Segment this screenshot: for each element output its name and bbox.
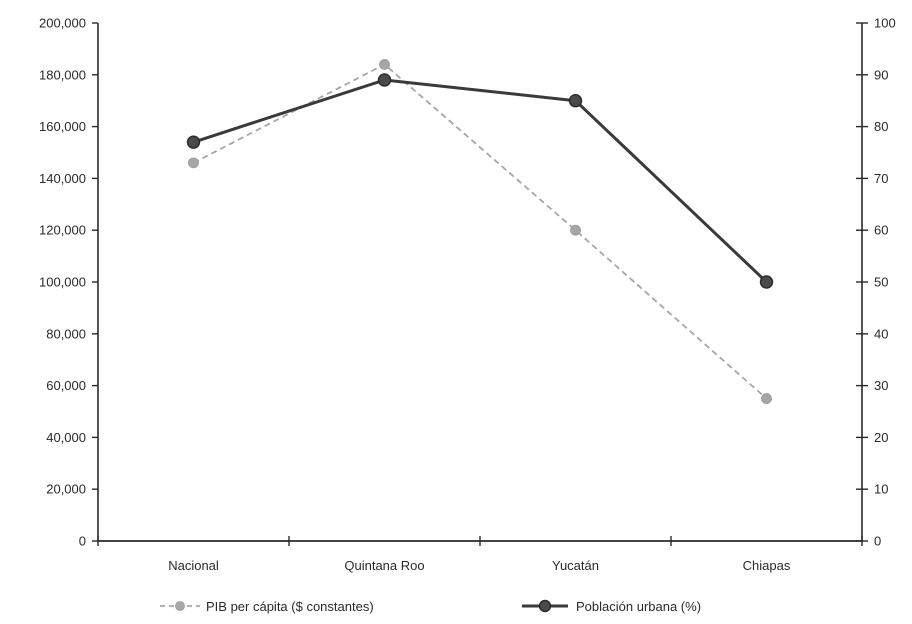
legend: PIB per cápita ($ constantes) Población … xyxy=(160,599,701,614)
data-point xyxy=(570,224,581,236)
right-tick-label: 80 xyxy=(874,119,888,134)
category-label: Chiapas xyxy=(743,558,791,573)
right-tick-label: 50 xyxy=(874,275,888,290)
right-tick-label: 30 xyxy=(874,378,888,393)
left-tick-label: 160,000 xyxy=(39,119,86,134)
legend-item-pib: PIB per cápita ($ constantes) xyxy=(160,599,374,614)
right-tick-label: 100 xyxy=(874,16,896,31)
legend-label-pib: PIB per cápita ($ constantes) xyxy=(206,599,374,614)
data-point xyxy=(379,59,390,70)
series-line xyxy=(193,63,768,400)
left-tick-label: 180,000 xyxy=(39,67,86,82)
series-layer xyxy=(186,59,774,404)
left-tick-label: 40,000 xyxy=(46,430,86,445)
left-tick-label: 0 xyxy=(79,534,86,549)
legend-marker-poblacion xyxy=(538,599,552,613)
data-point xyxy=(761,393,772,404)
left-tick-label: 60,000 xyxy=(46,378,86,393)
left-tick-label: 20,000 xyxy=(46,482,86,497)
data-point xyxy=(186,135,201,149)
category-label: Yucatán xyxy=(552,558,599,573)
data-point xyxy=(188,157,199,169)
series-line xyxy=(193,78,768,284)
legend-label-poblacion: Población urbana (%) xyxy=(576,599,701,614)
legend-marker-pib xyxy=(175,601,185,611)
left-y-axis: 0 20,000 40,000 60,000 80,000 100,000 120,000 1… xyxy=(39,16,99,549)
category-label: Quintana Roo xyxy=(344,558,424,573)
legend-item-poblacion: Población urbana (%) xyxy=(522,599,701,614)
right-tick-label: 60 xyxy=(874,223,888,238)
right-tick-label: 10 xyxy=(874,482,888,497)
right-tick-label: 40 xyxy=(874,326,888,341)
left-tick-label: 200,000 xyxy=(39,16,86,31)
data-point xyxy=(759,275,774,289)
left-tick-label: 100,000 xyxy=(39,275,86,290)
data-point xyxy=(568,93,583,108)
right-tick-label: 90 xyxy=(874,67,888,82)
right-tick-label: 70 xyxy=(874,171,888,186)
data-point xyxy=(377,73,392,87)
left-tick-label: 120,000 xyxy=(39,223,86,238)
right-tick-label: 20 xyxy=(874,430,888,445)
series-poblacion xyxy=(186,73,774,289)
left-tick-label: 80,000 xyxy=(46,326,86,341)
category-label: Nacional xyxy=(168,558,219,573)
x-axis: Nacional Quintana Roo Yucatán Chiapas xyxy=(97,536,863,573)
right-y-axis: 0 10 20 30 40 50 60 70 80 90 100 xyxy=(856,16,896,549)
right-tick-label: 0 xyxy=(874,534,881,549)
left-tick-label: 140,000 xyxy=(39,171,86,186)
series-pib xyxy=(188,59,772,404)
